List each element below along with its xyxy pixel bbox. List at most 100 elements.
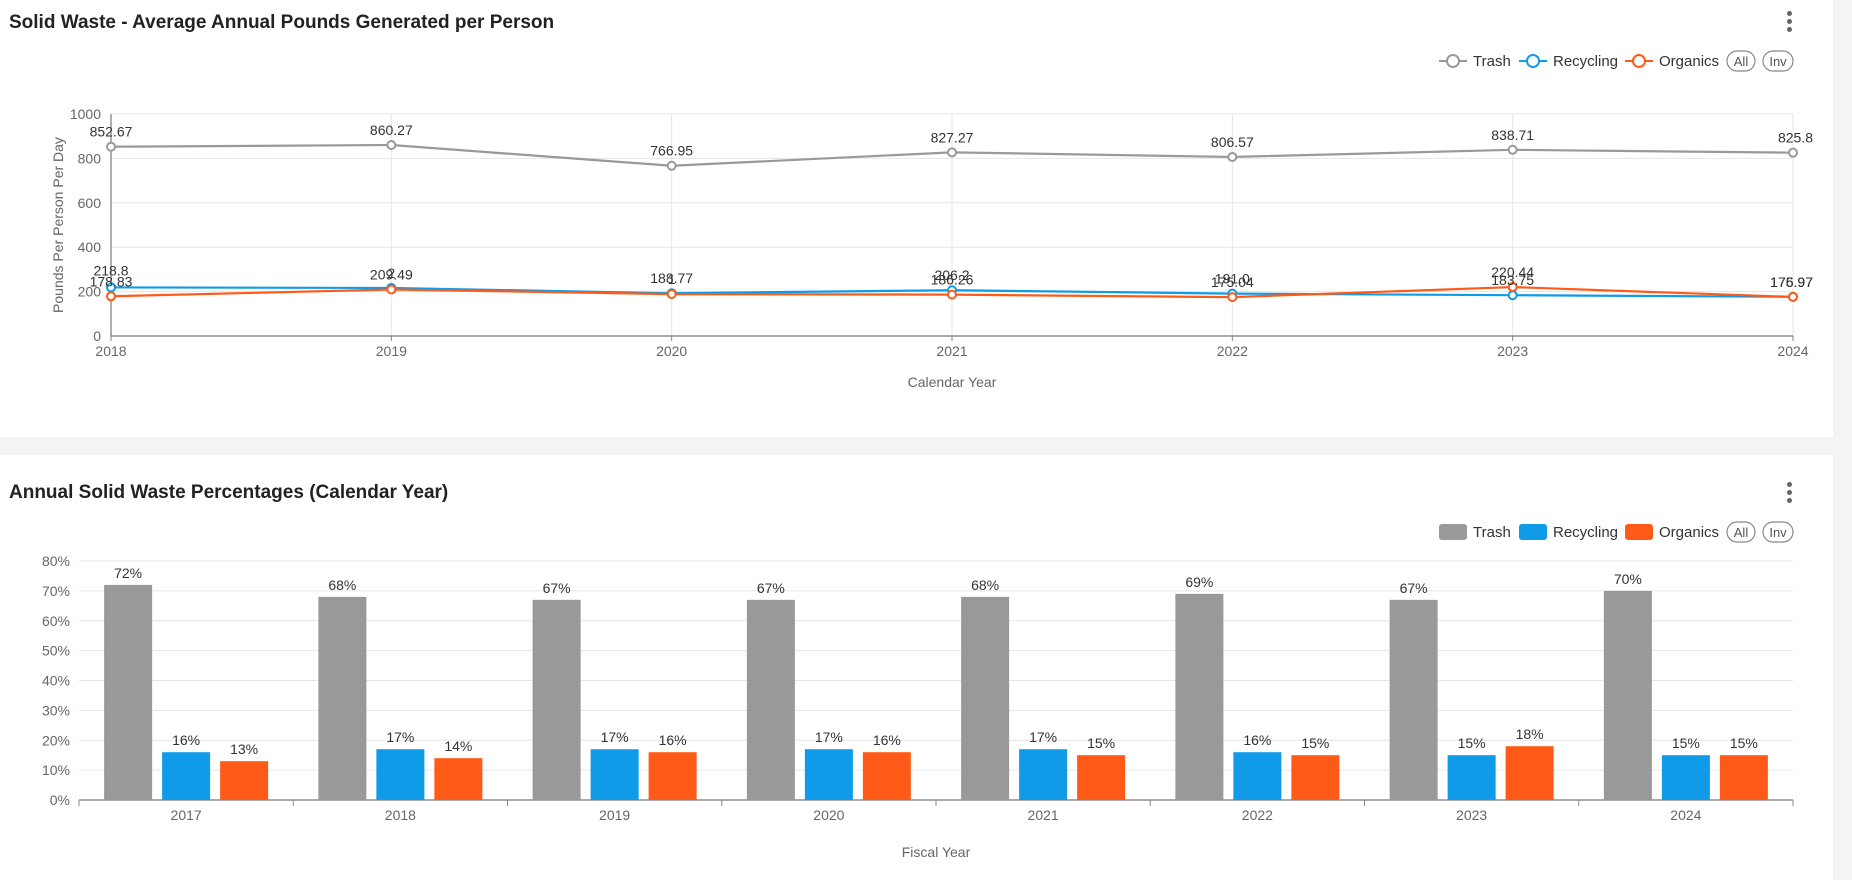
data-point-trash[interactable] [1227, 151, 1238, 162]
data-label-trash: 852.67 [90, 124, 133, 140]
bar-organics[interactable] [1719, 755, 1768, 800]
data-point-organics[interactable] [1227, 292, 1238, 303]
bar-organics[interactable] [1291, 755, 1340, 800]
x-tick-label: 2023 [1456, 807, 1487, 823]
data-label-organics: 1 [668, 271, 676, 287]
data-label-trash: 766.95 [650, 143, 693, 159]
data-point-trash[interactable] [1788, 147, 1798, 158]
bar-organics[interactable] [862, 752, 911, 800]
bar-trash[interactable] [318, 596, 367, 800]
bar-organics[interactable] [434, 758, 483, 800]
legend-all-label: All [1734, 54, 1749, 69]
legend-marker-icon [1446, 54, 1460, 68]
y-tick-label: 0% [50, 792, 70, 808]
data-label-recycling: 188.77 [650, 270, 693, 286]
data-point-organics[interactable] [1788, 291, 1798, 302]
kebab-menu-icon[interactable] [1779, 479, 1799, 505]
bar-recycling[interactable] [590, 749, 639, 800]
bar-trash[interactable] [961, 596, 1010, 800]
bar-label-recycling: 17% [601, 729, 629, 745]
bar-trash[interactable] [1175, 593, 1224, 800]
bar-recycling[interactable] [1019, 749, 1068, 800]
bar-recycling[interactable] [376, 749, 425, 800]
y-tick-label: 30% [42, 702, 70, 718]
legend-inverse-toggle[interactable] [1762, 521, 1794, 543]
data-point-trash[interactable] [386, 140, 397, 151]
legend-item-trash[interactable] [1437, 51, 1509, 71]
legend-label-trash: Trash [1473, 53, 1511, 70]
x-tick-label: 2018 [95, 343, 126, 359]
legend-select-all-toggle[interactable] [1726, 521, 1756, 543]
data-label-trash: 827.27 [931, 129, 974, 145]
bar-recycling[interactable] [804, 749, 853, 800]
bar-recycling[interactable] [162, 752, 211, 800]
y-tick-label: 80% [42, 553, 70, 569]
data-point-recycling[interactable] [1507, 290, 1518, 301]
data-point-trash[interactable] [1507, 144, 1518, 155]
bar-label-organics: 13% [230, 741, 258, 757]
bar-label-organics: 15% [1301, 735, 1329, 751]
x-tick-label: 2017 [171, 807, 202, 823]
bar-label-recycling: 15% [1672, 735, 1700, 751]
data-point-organics[interactable] [1507, 282, 1518, 293]
bar-label-organics: 15% [1087, 735, 1115, 751]
kebab-menu-icon[interactable] [1779, 8, 1799, 34]
legend-select-all-toggle[interactable] [1726, 50, 1756, 72]
data-label-trash: 838.71 [1491, 127, 1534, 143]
legend-item-organics[interactable] [1623, 522, 1715, 542]
bar-trash[interactable] [532, 599, 581, 800]
data-point-organics[interactable] [386, 284, 397, 295]
legend-item-recycling[interactable] [1517, 51, 1615, 71]
bar-recycling[interactable] [1661, 755, 1710, 800]
bar-trash[interactable] [746, 599, 795, 800]
data-label-recycling: 2 [387, 265, 395, 281]
data-label-organics: 186.26 [931, 272, 974, 288]
data-label-recycling: 218.8 [93, 262, 128, 278]
x-tick-label: 2024 [1670, 807, 1701, 823]
legend-item-recycling[interactable] [1517, 522, 1615, 542]
bar-trash[interactable] [1603, 590, 1652, 800]
legend-item-trash[interactable] [1437, 522, 1509, 542]
data-point-trash[interactable] [666, 160, 677, 171]
bar-organics[interactable] [1077, 755, 1126, 800]
y-tick-label: 10% [42, 762, 70, 778]
y-tick-label: 60% [42, 613, 70, 629]
legend-marker-icon [1632, 54, 1646, 68]
bar-label-organics: 16% [873, 732, 901, 748]
bar-organics[interactable] [648, 752, 697, 800]
legend-inverse-toggle[interactable] [1762, 50, 1794, 72]
data-label-organics: 175.97 [1770, 274, 1813, 290]
bar-trash[interactable] [1389, 599, 1438, 800]
data-point-organics[interactable] [106, 291, 116, 302]
data-label-recycling: 206.2 [934, 267, 969, 283]
y-tick-label: 0 [93, 328, 101, 344]
legend-label-recycling: Recycling [1553, 53, 1618, 70]
data-point-trash[interactable] [106, 141, 116, 152]
x-tick-label: 2023 [1497, 343, 1528, 359]
data-label-trash: 860.27 [370, 122, 413, 138]
line-chart: 0 200 400 600 800 1000 2018 2019 2020 2021 2022 202… [50, 50, 1813, 390]
bar-recycling[interactable] [1233, 752, 1282, 800]
x-tick-label: 2020 [656, 343, 687, 359]
x-tick-label: 2021 [936, 343, 967, 359]
bar-label-recycling: 15% [1458, 735, 1486, 751]
bar-organics[interactable] [1505, 746, 1554, 800]
bar-organics[interactable] [220, 761, 269, 800]
y-tick-label: 600 [78, 195, 102, 211]
bar-label-recycling: 17% [815, 729, 843, 745]
bar-label-organics: 14% [444, 738, 472, 754]
bar-recycling[interactable] [1447, 755, 1496, 800]
data-label-recycling: 183.75 [1491, 272, 1534, 288]
legend-all-label: All [1734, 525, 1749, 540]
bar-chart-title: Annual Solid Waste Percentages (Calendar… [9, 482, 449, 503]
data-label-organics: 178.83 [90, 273, 133, 289]
bar-label-trash: 68% [328, 577, 356, 593]
data-point-organics[interactable] [947, 289, 957, 300]
y-axis-title: Pounds Per Person Per Day [50, 137, 66, 313]
legend-item-organics[interactable] [1623, 51, 1715, 71]
bar-trash[interactable] [104, 584, 153, 800]
data-label-organics: 175.04 [1211, 274, 1254, 290]
y-tick-label: 1000 [70, 106, 101, 122]
data-point-trash[interactable] [947, 147, 957, 158]
data-point-organics[interactable] [666, 289, 677, 300]
